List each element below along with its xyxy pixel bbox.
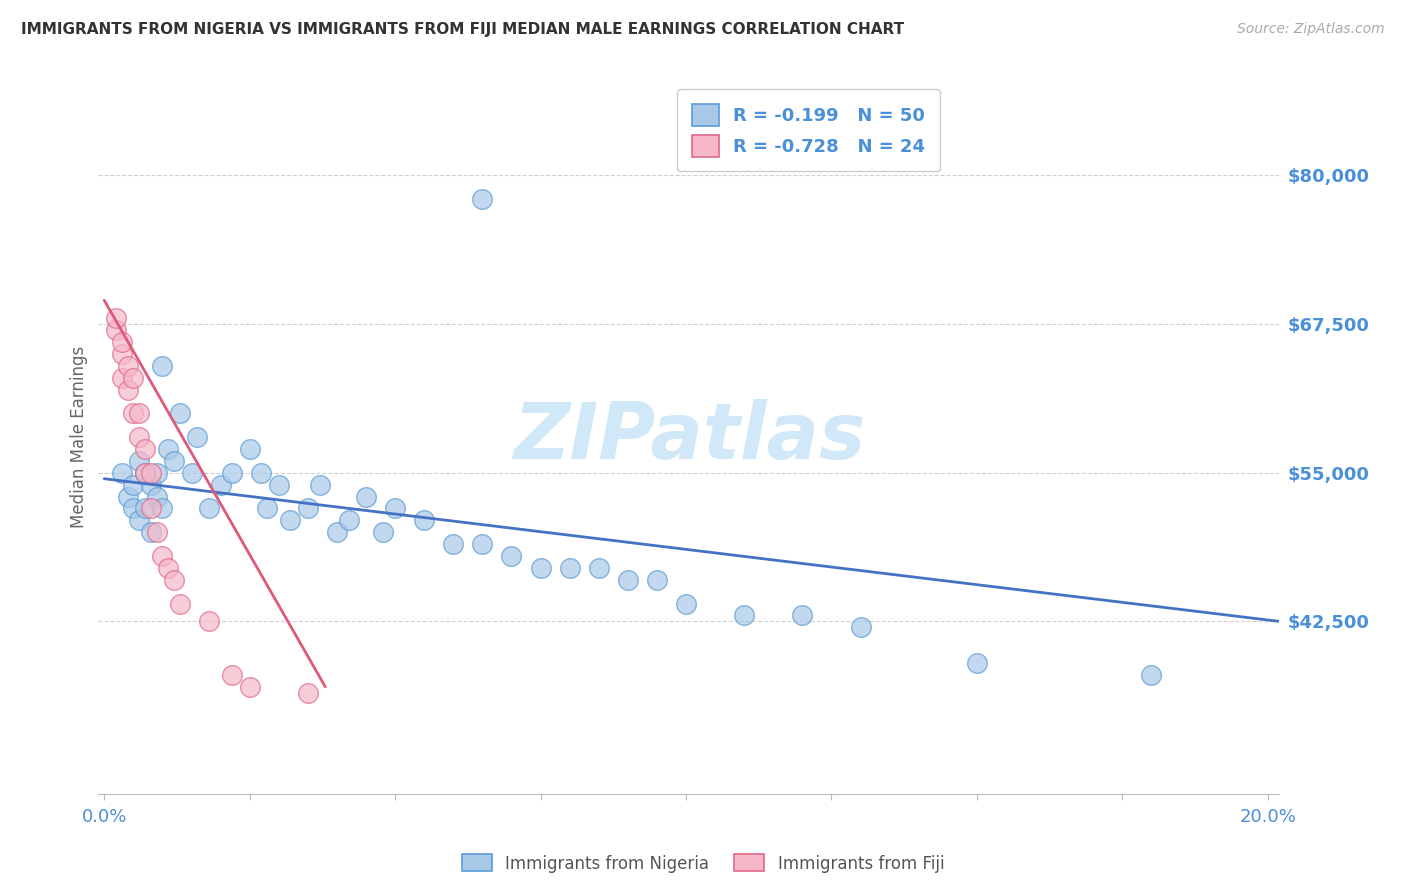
Point (221, 668, 243, 682)
Point (122, 370, 145, 384)
Point (152, 549, 174, 563)
Point (297, 501, 319, 516)
Point (134, 442, 156, 456)
Point (256, 501, 278, 516)
Point (180, 466, 202, 480)
Point (157, 561, 180, 575)
Point (111, 347, 134, 361)
Point (152, 501, 174, 516)
Point (250, 466, 273, 480)
Point (297, 686, 319, 700)
Point (145, 490, 167, 504)
Point (966, 656, 988, 670)
Point (139, 477, 162, 491)
Point (198, 501, 221, 516)
Point (145, 466, 167, 480)
Point (588, 561, 610, 575)
Point (221, 466, 243, 480)
Point (111, 370, 134, 384)
Point (128, 513, 150, 527)
Text: IMMIGRANTS FROM NIGERIA VS IMMIGRANTS FROM FIJI MEDIAN MALE EARNINGS CORRELATION: IMMIGRANTS FROM NIGERIA VS IMMIGRANTS FR… (21, 22, 904, 37)
Point (186, 430, 208, 444)
Point (134, 501, 156, 516)
Point (139, 501, 162, 516)
Point (169, 597, 191, 611)
Point (139, 525, 162, 540)
Point (529, 561, 551, 575)
Point (239, 680, 262, 694)
Point (117, 490, 139, 504)
Legend: Immigrants from Nigeria, Immigrants from Fiji: Immigrants from Nigeria, Immigrants from… (456, 847, 950, 880)
Point (111, 334, 134, 349)
Point (117, 359, 139, 373)
Point (413, 513, 436, 527)
Point (267, 477, 290, 491)
Point (134, 466, 156, 480)
Point (104, 311, 127, 326)
Point (145, 525, 167, 540)
Point (733, 608, 755, 623)
Point (373, 525, 395, 540)
Y-axis label: Median Male Earnings: Median Male Earnings (70, 346, 89, 528)
Point (1140, 668, 1163, 682)
Point (104, 323, 127, 337)
Point (384, 501, 406, 516)
Point (128, 454, 150, 468)
Point (326, 525, 349, 540)
Point (617, 573, 640, 587)
Point (122, 477, 145, 491)
Point (209, 477, 232, 491)
Point (441, 537, 464, 551)
Point (675, 597, 697, 611)
Point (471, 192, 494, 206)
Point (558, 561, 581, 575)
Point (157, 442, 180, 456)
Point (280, 513, 302, 527)
Point (337, 513, 360, 527)
Point (111, 466, 134, 480)
Point (501, 549, 523, 563)
Point (117, 383, 139, 397)
Point (308, 477, 330, 491)
Point (128, 430, 150, 444)
Point (152, 359, 174, 373)
Point (128, 406, 150, 420)
Point (198, 615, 221, 629)
Point (849, 620, 872, 634)
Point (792, 608, 814, 623)
Point (239, 442, 262, 456)
Point (354, 490, 377, 504)
Point (471, 537, 494, 551)
Point (169, 406, 191, 420)
Point (645, 573, 668, 587)
Legend: R = -0.199   N = 50, R = -0.728   N = 24: R = -0.199 N = 50, R = -0.728 N = 24 (678, 89, 939, 171)
Point (122, 501, 145, 516)
Text: Source: ZipAtlas.com: Source: ZipAtlas.com (1237, 22, 1385, 37)
Text: ZIPatlas: ZIPatlas (513, 399, 865, 475)
Point (163, 573, 186, 587)
Point (139, 466, 162, 480)
Point (134, 466, 156, 480)
Point (122, 406, 145, 420)
Point (163, 454, 186, 468)
